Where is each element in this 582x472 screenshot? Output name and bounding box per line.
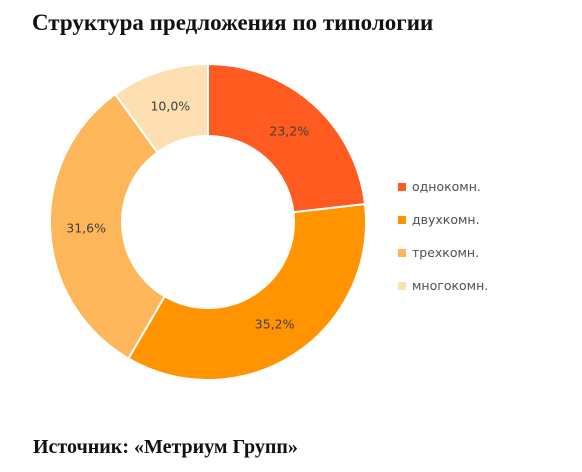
slice-value-label-1: 23,2%	[269, 123, 309, 138]
legend-swatch	[398, 215, 406, 224]
donut-slice-3	[49, 92, 167, 360]
legend-label: многокомн.	[412, 278, 489, 293]
legend-swatch	[398, 281, 406, 290]
legend-item-4: многокомн.	[398, 277, 488, 294]
slice-value-label-3: 31,6%	[66, 221, 106, 236]
legend-swatch	[398, 248, 406, 257]
donut-slice-2	[127, 203, 367, 381]
slice-value-label-2: 35,2%	[255, 317, 295, 332]
source-note: Источник: «Метриум Групп»	[33, 436, 298, 458]
donut-slice-4	[113, 62, 209, 154]
legend-label: трехкомн.	[412, 245, 480, 260]
legend-label: двухкомн.	[412, 212, 480, 227]
legend-label: однокомн.	[412, 179, 481, 194]
legend-item-1: однокомн.	[398, 178, 488, 195]
donut-slice-1	[207, 62, 367, 214]
chart-legend: однокомн. двухкомн. трехкомн. многокомн.	[398, 178, 488, 310]
legend-swatch	[398, 182, 406, 191]
legend-item-2: двухкомн.	[398, 211, 488, 228]
legend-item-3: трехкомн.	[398, 244, 488, 261]
slice-value-label-4: 10,0%	[150, 98, 190, 113]
chart-title: Структура предложения по типологии	[32, 10, 434, 35]
